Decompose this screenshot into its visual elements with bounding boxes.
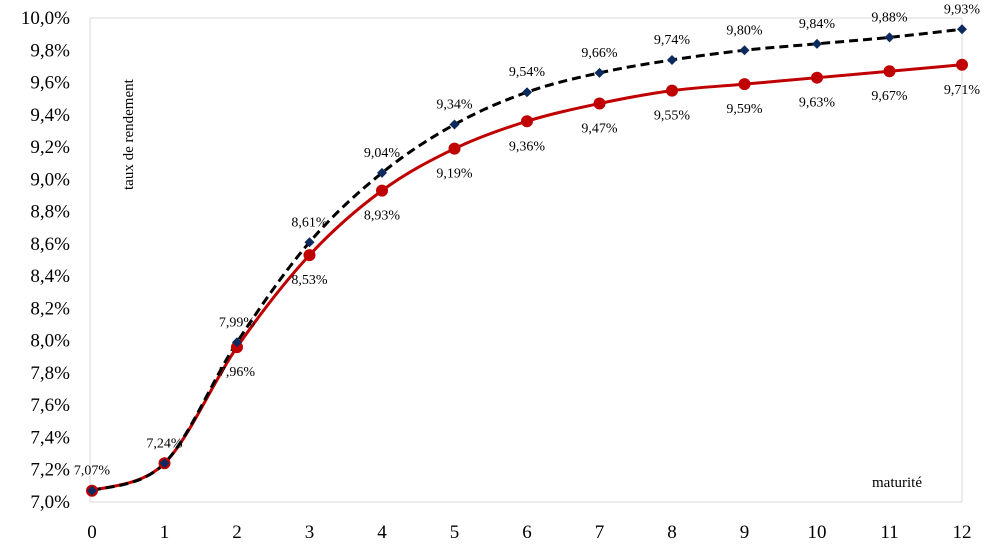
diamond-marker xyxy=(522,87,532,98)
data-label-upper: 8,61% xyxy=(291,215,328,230)
data-label-lower: 9,67% xyxy=(871,89,908,104)
x-tick-label: 2 xyxy=(232,522,242,543)
x-tick-label: 3 xyxy=(305,522,315,543)
data-label-lower: 9,36% xyxy=(509,139,546,154)
y-axis-tick-labels: 7,0% 7,2% 7,4% 7,6% 7,8% 8,0% 8,2% 8,4% 8,6% 8,8%… xyxy=(21,8,70,513)
x-tick-label: 5 xyxy=(450,522,460,543)
plot-area-frame xyxy=(89,17,963,503)
diamond-marker xyxy=(812,38,822,49)
diamond-marker xyxy=(449,119,460,130)
data-label-upper: 7,24% xyxy=(146,436,183,451)
data-label-upper: 7,07% xyxy=(74,464,111,479)
diamond-marker xyxy=(377,167,387,178)
data-label-upper: 9,04% xyxy=(364,146,401,161)
x-tick-label: 7 xyxy=(595,522,605,543)
y-tick-label: 7,4% xyxy=(30,427,70,448)
y-tick-label: 8,2% xyxy=(30,298,70,319)
circle-marker xyxy=(376,184,388,197)
y-tick-label: 7,8% xyxy=(30,363,70,384)
data-label-upper: 7,99% xyxy=(219,315,256,330)
data-label-upper: 9,54% xyxy=(509,65,546,80)
x-axis-label: maturité xyxy=(872,475,922,491)
data-label-lower: 9,19% xyxy=(436,167,473,182)
circle-marker xyxy=(593,97,606,110)
data-label-lower: 9,47% xyxy=(581,122,618,137)
x-tick-label: 12 xyxy=(953,522,972,543)
data-label-upper: 9,88% xyxy=(871,10,908,25)
diamond-marker xyxy=(884,32,895,43)
y-tick-label: 8,0% xyxy=(30,331,70,352)
diamond-marker xyxy=(232,337,242,348)
x-tick-label: 8 xyxy=(667,522,677,543)
circle-marker xyxy=(303,249,316,262)
y-axis-label: taux de rendement xyxy=(121,78,137,190)
data-label-upper: 9,74% xyxy=(654,33,691,48)
x-tick-label: 4 xyxy=(377,522,387,543)
y-tick-label: 9,2% xyxy=(30,137,70,158)
x-tick-label: 0 xyxy=(87,522,97,543)
diamond-marker xyxy=(739,45,750,56)
series-markers xyxy=(86,24,968,497)
data-label-lower: 8,93% xyxy=(364,209,401,224)
diamond-marker xyxy=(667,54,677,65)
y-tick-label: 9,8% xyxy=(30,40,70,61)
circle-marker xyxy=(521,115,533,128)
data-label-upper: 9,84% xyxy=(799,17,836,32)
diamond-marker xyxy=(957,24,967,35)
circle-marker xyxy=(811,71,823,84)
diamond-marker xyxy=(594,67,605,78)
data-label-lower: 8,53% xyxy=(291,273,328,288)
data-label-lower: 9,63% xyxy=(799,96,836,111)
series-line-solid xyxy=(91,63,963,493)
circle-marker xyxy=(448,142,461,155)
diamond-marker xyxy=(304,237,315,248)
data-label-upper: 9,80% xyxy=(726,23,763,38)
data-label-lower: 9,71% xyxy=(944,83,981,98)
x-tick-label: 9 xyxy=(740,522,750,543)
y-tick-label: 7,6% xyxy=(30,395,70,416)
data-label-upper: 9,66% xyxy=(581,46,618,61)
y-tick-label: 9,6% xyxy=(30,73,70,94)
data-label-lower: 9,59% xyxy=(726,102,763,117)
circle-marker xyxy=(666,84,678,97)
data-labels: 7,07% 7,24% 7,99% 8,61% 9,04% 9,34% 9,54% 9,66%… xyxy=(74,2,981,478)
y-tick-label: 9,4% xyxy=(30,105,70,126)
x-tick-label: 1 xyxy=(160,522,170,543)
data-label-upper: 9,93% xyxy=(944,2,981,17)
data-label-lower: 7,96% xyxy=(219,365,256,380)
circle-marker xyxy=(956,58,968,71)
circle-marker xyxy=(738,78,751,91)
data-label-lower: 9,55% xyxy=(654,109,691,124)
x-tick-label: 6 xyxy=(522,522,532,543)
y-tick-label: 8,6% xyxy=(30,234,70,255)
y-tick-label: 10,0% xyxy=(21,8,70,29)
y-tick-label: 7,2% xyxy=(30,460,70,481)
data-label-upper: 9,34% xyxy=(436,97,473,112)
y-tick-label: 8,8% xyxy=(30,202,70,223)
diamond-marker xyxy=(159,458,170,469)
series-line-dashed xyxy=(91,27,963,493)
diamond-marker xyxy=(87,485,97,496)
y-tick-label: 8,4% xyxy=(30,266,70,287)
circle-marker xyxy=(883,65,896,78)
x-tick-label: 10 xyxy=(808,522,827,543)
y-tick-label: 9,0% xyxy=(30,169,70,190)
y-tick-label: 7,0% xyxy=(30,492,70,513)
x-tick-label: 11 xyxy=(880,522,898,543)
x-axis-tick-labels: 0 1 2 3 4 5 6 7 8 9 10 11 12 xyxy=(87,522,971,543)
